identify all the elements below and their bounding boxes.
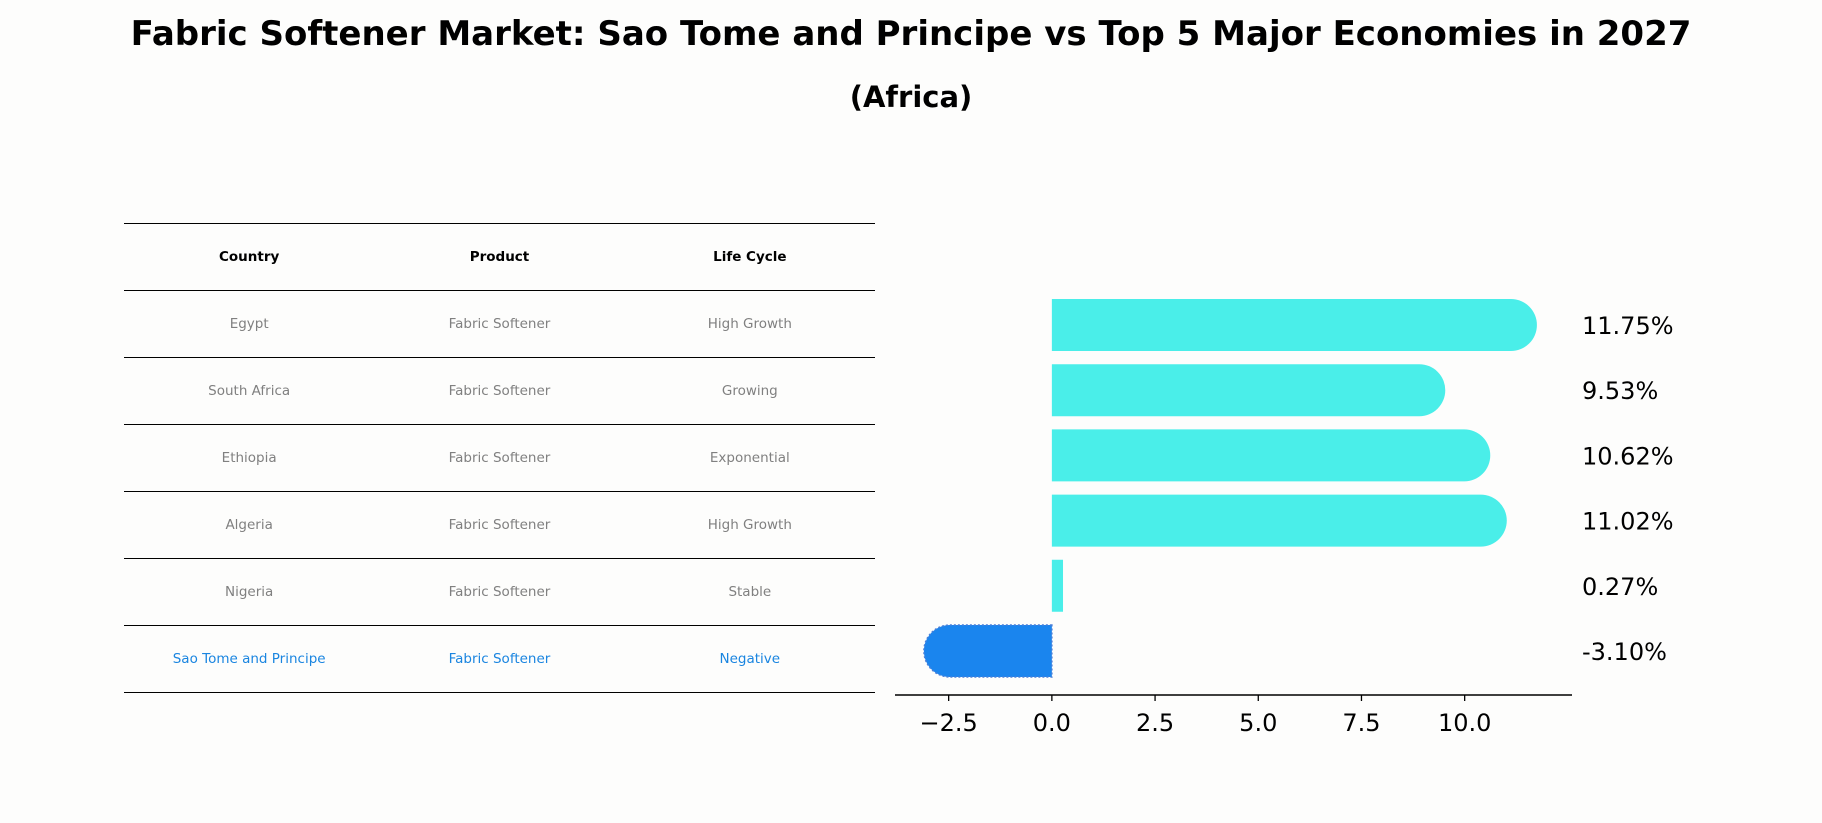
cell-product: Fabric Softener (448, 584, 551, 600)
bar-value-label: 9.53% (1582, 377, 1658, 405)
cell-country: Algeria (225, 517, 273, 533)
table-row-highlighted: Sao Tome and Principe Fabric Softener Ne… (124, 626, 875, 693)
bar-value-label: 10.62% (1582, 442, 1674, 470)
bar-ethiopia (1051, 429, 1491, 482)
cell-country: Ethiopia (221, 450, 277, 466)
header-country: Country (219, 249, 280, 265)
bar-value-label: 0.27% (1582, 573, 1658, 601)
x-tick-label: 2.5 (1136, 709, 1174, 737)
cell-life-cycle: Growing (721, 383, 778, 399)
x-tick-label: 0.0 (1033, 709, 1071, 737)
x-tick-label: −2.5 (920, 709, 978, 737)
cell-country: Egypt (229, 316, 269, 332)
x-tick-label: 5.0 (1239, 709, 1277, 737)
bar-nigeria (1051, 559, 1064, 612)
table-row: Nigeria Fabric Softener Stable (124, 559, 875, 626)
cell-life-cycle: Stable (728, 584, 772, 600)
header-life-cycle: Life Cycle (713, 249, 787, 265)
cell-country: Sao Tome and Principe (172, 651, 326, 667)
cell-life-cycle: Exponential (709, 450, 790, 466)
cell-country: South Africa (208, 383, 291, 399)
x-tick-label: 10.0 (1438, 709, 1491, 737)
bar-egypt (1051, 299, 1537, 351)
x-tick-label: 7.5 (1342, 709, 1380, 737)
bar-value-label: 11.02% (1582, 508, 1674, 536)
cell-country: Nigeria (225, 584, 274, 600)
cell-product: Fabric Softener (448, 450, 551, 466)
table-header-row: Country Product Life Cycle (124, 223, 875, 291)
table-row: Ethiopia Fabric Softener Exponential (124, 425, 875, 492)
bar-sao-tome-and-principe (923, 624, 1053, 678)
cell-product: Fabric Softener (448, 651, 551, 667)
cell-product: Fabric Softener (448, 383, 551, 399)
cell-product: Fabric Softener (448, 316, 551, 332)
cell-life-cycle: Negative (719, 651, 781, 667)
data-table: Country Product Life Cycle Egypt Fabric … (124, 223, 875, 693)
bar-value-label: 11.75% (1582, 312, 1674, 340)
cell-life-cycle: High Growth (707, 517, 792, 533)
chart-subtitle: (Africa) (849, 80, 973, 114)
cell-life-cycle: High Growth (707, 316, 792, 332)
cell-product: Fabric Softener (448, 517, 551, 533)
table-row: Egypt Fabric Softener High Growth (124, 291, 875, 358)
chart-title: Fabric Softener Market: Sao Tome and Pri… (130, 14, 1692, 54)
header-product: Product (469, 249, 530, 265)
bar-south-africa (1051, 364, 1446, 417)
bar-algeria (1051, 494, 1507, 547)
bar-value-label: -3.10% (1582, 638, 1667, 666)
table-row: Algeria Fabric Softener High Growth (124, 492, 875, 559)
table-row: South Africa Fabric Softener Growing (124, 358, 875, 425)
